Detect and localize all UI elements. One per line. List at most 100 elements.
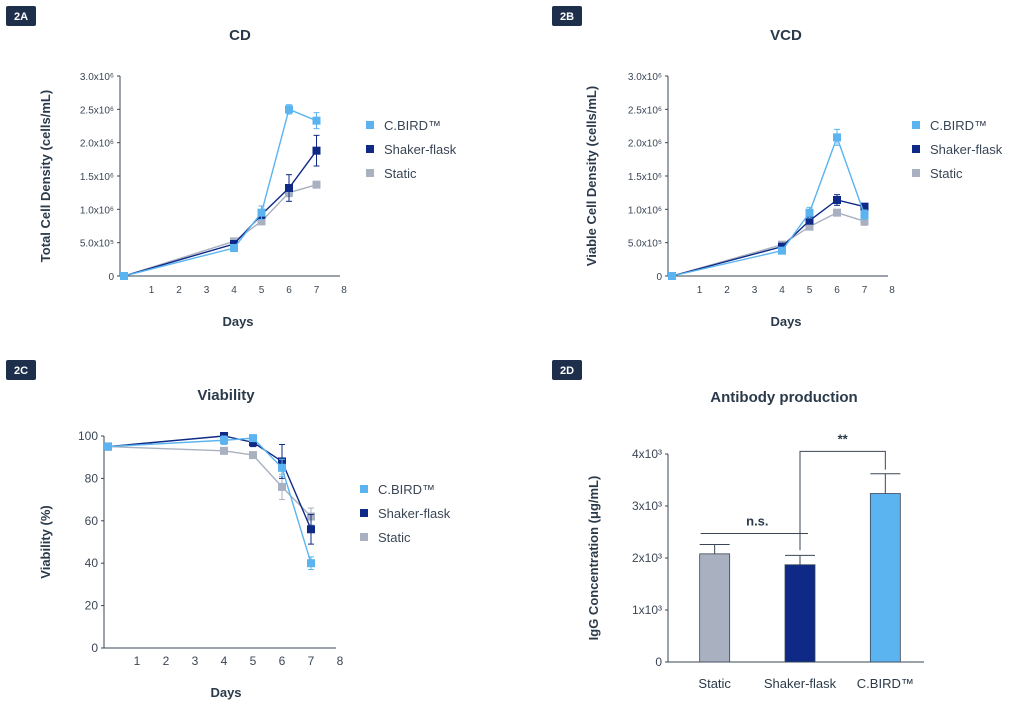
y-tick-label: 2.0x10⁶ [80,139,114,150]
data-point [860,217,869,226]
data-point [249,451,257,460]
panel-tag-label: 2C [14,365,28,377]
x-tick-label: 1 [697,285,703,296]
x-tick-label: 3 [192,654,199,668]
x-tick-label: 4 [779,285,785,296]
data-point [805,222,814,231]
y-tick-label: 2x10³ [632,551,662,565]
series-shaker [120,134,321,280]
bar [699,553,731,663]
category-label: Static [698,676,731,691]
series-line [671,135,866,277]
panel-tag-box [6,360,36,380]
data-point [230,244,238,252]
legend-marker [366,145,374,153]
y-tick-label: 100 [78,429,98,443]
x-tick-label: 3 [752,285,758,296]
data-point [249,434,257,443]
x-tick-label: 7 [862,285,868,296]
data-point [307,559,315,568]
data-point [860,210,869,219]
y-tick-label: 0 [108,272,114,283]
significance-label: n.s. [746,514,768,529]
panel-2d: 2D Antibody production 0 1x10³ 2x10³ 3x10³ 4x1… [552,360,924,691]
panel-2b: 2B VCD 0 5.0x10⁵ 1.0x10⁶ 1.5x10⁶ 2.0x10⁶ 2.5x10… [552,6,1003,329]
data-point [307,525,315,534]
data-point [120,272,128,280]
series-static [120,180,321,280]
series-line [107,445,312,518]
legend-label: Shaker-flask [384,142,457,157]
data-point [312,180,321,189]
y-tick-label: 1x10³ [632,603,662,617]
y-tick-label: 2.5x10⁶ [80,105,114,116]
panel-tag-box [552,360,582,380]
legend-marker [360,509,368,517]
data-point [220,436,228,445]
y-tick-label: 5.0x10⁵ [628,239,662,250]
panel-tag-label: 2B [560,11,574,23]
y-tick-label: 2.0x10⁶ [628,139,662,150]
x-tick-label: 8 [889,285,895,296]
x-axis-label: Days [222,314,253,329]
data-point [278,482,286,491]
y-tick-label: 0 [656,272,662,283]
series-cbird [120,104,321,280]
x-axis-label: Days [770,314,801,329]
y-tick-label: 1.5x10⁶ [80,172,114,183]
legend-label: C.BIRD™ [378,482,435,497]
x-tick-label: 2 [163,654,170,668]
x-tick-label: 3 [204,285,210,296]
series-line [107,437,312,564]
panel-tag-box [552,6,582,26]
y-tick-label: 0 [91,641,98,655]
legend-marker [366,121,374,129]
data-point [668,272,676,280]
y-tick-label: 0 [655,655,662,669]
data-point [312,146,321,155]
x-tick-label: 8 [337,654,344,668]
y-tick-label: 1.0x10⁶ [628,205,662,216]
chart-title: Viability [197,387,255,404]
x-tick-label: 6 [834,285,840,296]
data-point [860,202,869,211]
panel-2c: 2C Viability 0 20 40 60 80 100 Viability (%) 1 2 3 4… [6,360,451,700]
x-tick-label: 4 [231,285,237,296]
significance-bracket [799,450,886,551]
panel-tag-label: 2A [14,11,28,23]
y-tick-label: 3.0x10⁶ [80,72,114,83]
legend-marker [912,121,920,129]
y-axis-label: Viable Cell Density (cells/mL) [584,86,599,266]
x-axis-label: Days [210,685,241,700]
y-axis-label: Viability (%) [38,505,53,578]
legend-label: Static [378,530,411,545]
x-tick-label: 8 [341,285,347,296]
x-tick-label: 2 [176,285,182,296]
y-axis-label: Total Cell Density (cells/mL) [38,90,53,262]
y-tick-label: 5.0x10⁵ [80,239,114,250]
chart-title: CD [229,27,251,44]
data-point [257,217,266,226]
x-tick-label: 6 [286,285,292,296]
data-point [805,208,814,217]
x-tick-label: 5 [259,285,265,296]
y-tick-label: 2.5x10⁶ [628,105,662,116]
legend-label: C.BIRD™ [930,118,987,133]
data-point [278,463,286,472]
x-tick-label: 2 [724,285,730,296]
data-point [805,216,814,225]
panel-tag-box [6,6,36,26]
legend-label: Shaker-flask [378,506,451,521]
legend-marker [912,145,920,153]
y-tick-label: 3x10³ [632,499,662,513]
x-tick-label: 1 [149,285,155,296]
chart-title: Antibody production [710,389,857,406]
series-line [671,211,865,277]
legend-marker [912,169,920,177]
y-tick-label: 4x10³ [632,447,662,461]
legend-marker [366,169,374,177]
y-tick-label: 40 [85,556,99,570]
data-point [220,446,228,455]
series-static [104,442,315,526]
data-point [833,208,841,217]
